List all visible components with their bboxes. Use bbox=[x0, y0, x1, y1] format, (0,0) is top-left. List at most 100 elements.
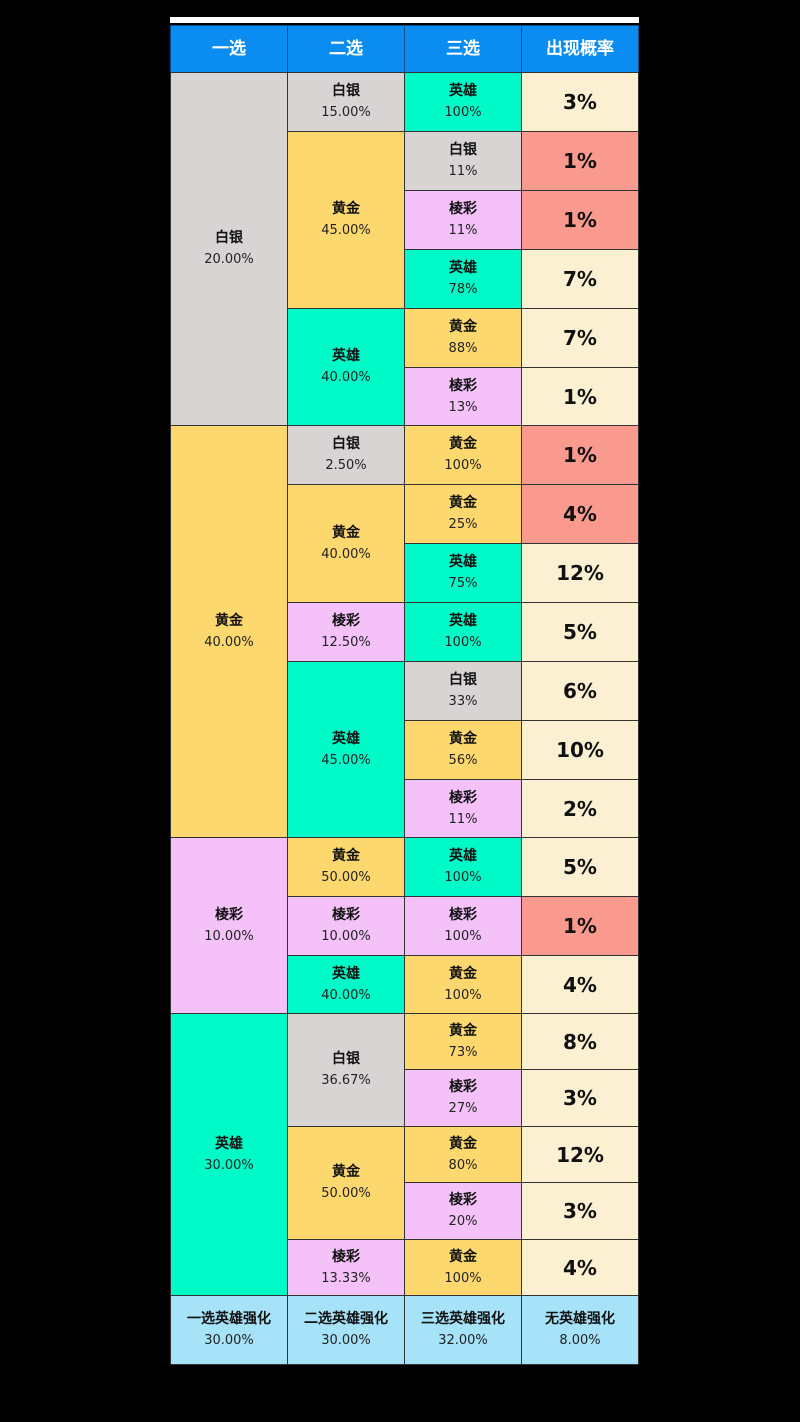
second-pick-pct: 45.00% bbox=[321, 223, 371, 238]
first-pick-silver: 白银 20.00% bbox=[170, 72, 288, 426]
probability-cell: 3% bbox=[521, 1069, 639, 1127]
second-pick-cell: 黄金 50.00% bbox=[287, 837, 405, 897]
third-pick-pct: 13% bbox=[448, 399, 478, 415]
third-pick-name: 英雄 bbox=[449, 260, 477, 276]
footer-pct: 30.00% bbox=[321, 1333, 371, 1348]
header-second-pick: 二选 bbox=[287, 25, 405, 73]
third-pick-cell: 棱彩 20% bbox=[404, 1182, 522, 1240]
second-pick-pct: 50.00% bbox=[321, 1186, 371, 1201]
second-pick-name: 黄金 bbox=[332, 201, 360, 217]
probability-cell: 1% bbox=[521, 190, 639, 250]
probability-cell: 4% bbox=[521, 955, 639, 1014]
probability-cell: 1% bbox=[521, 131, 639, 191]
probability-cell: 5% bbox=[521, 602, 639, 662]
third-pick-name: 英雄 bbox=[449, 613, 477, 629]
second-pick-pct: 10.00% bbox=[321, 929, 371, 944]
third-pick-cell: 英雄 100% bbox=[404, 602, 522, 662]
third-pick-pct: 11% bbox=[448, 223, 478, 238]
probability-cell: 1% bbox=[521, 425, 639, 485]
first-pick-name: 棱彩 bbox=[215, 906, 243, 923]
third-pick-name: 黄金 bbox=[449, 319, 477, 335]
second-pick-cell: 白银 2.50% bbox=[287, 425, 405, 485]
third-pick-cell: 黄金 80% bbox=[404, 1126, 522, 1183]
second-pick-pct: 40.00% bbox=[321, 546, 371, 562]
probability-cell: 10% bbox=[521, 720, 639, 780]
third-pick-pct: 56% bbox=[448, 753, 478, 768]
third-pick-name: 棱彩 bbox=[449, 377, 477, 394]
second-pick-cell: 白银 36.67% bbox=[287, 1013, 405, 1127]
probability-cell: 4% bbox=[521, 484, 639, 544]
second-pick-cell: 棱彩 10.00% bbox=[287, 896, 405, 956]
footer-pct: 30.00% bbox=[204, 1333, 254, 1348]
third-pick-cell: 黄金 100% bbox=[404, 1239, 522, 1296]
third-pick-cell: 黄金 25% bbox=[404, 484, 522, 544]
third-pick-name: 黄金 bbox=[449, 436, 477, 452]
third-pick-cell: 棱彩 11% bbox=[404, 190, 522, 250]
first-pick-pct: 30.00% bbox=[204, 1157, 254, 1173]
third-pick-cell: 黄金 73% bbox=[404, 1013, 522, 1070]
footer-label: 一选英雄强化 bbox=[187, 1311, 271, 1327]
probability-cell: 3% bbox=[521, 1182, 639, 1240]
third-pick-name: 黄金 bbox=[449, 731, 477, 747]
header-first-pick: 一选 bbox=[170, 25, 288, 73]
footer-cell: 一选英雄强化 30.00% bbox=[170, 1295, 288, 1365]
first-pick-hero: 英雄 30.00% bbox=[170, 1013, 288, 1296]
first-pick-pct: 20.00% bbox=[204, 252, 254, 267]
probability-cell: 7% bbox=[521, 249, 639, 309]
third-pick-name: 白银 bbox=[449, 672, 477, 688]
second-pick-name: 英雄 bbox=[332, 730, 360, 747]
probability-cell: 3% bbox=[521, 72, 639, 132]
first-pick-name: 白银 bbox=[215, 230, 243, 246]
third-pick-cell: 英雄 100% bbox=[404, 72, 522, 132]
second-pick-name: 棱彩 bbox=[332, 1248, 360, 1265]
third-pick-cell: 黄金 100% bbox=[404, 955, 522, 1014]
first-pick-name: 黄金 bbox=[215, 612, 243, 629]
third-pick-cell: 黄金 88% bbox=[404, 308, 522, 368]
second-pick-pct: 12.50% bbox=[321, 635, 371, 650]
third-pick-name: 白银 bbox=[449, 142, 477, 158]
third-pick-pct: 75% bbox=[448, 576, 478, 591]
third-pick-name: 英雄 bbox=[449, 848, 477, 864]
first-pick-prism: 棱彩 10.00% bbox=[170, 837, 288, 1014]
second-pick-name: 英雄 bbox=[332, 348, 360, 364]
second-pick-pct: 45.00% bbox=[321, 752, 371, 768]
third-pick-pct: 88% bbox=[448, 341, 478, 356]
second-pick-pct: 15.00% bbox=[321, 105, 371, 120]
third-pick-cell: 白银 11% bbox=[404, 131, 522, 191]
top-strip bbox=[170, 17, 639, 23]
second-pick-name: 英雄 bbox=[332, 965, 360, 982]
third-pick-cell: 英雄 100% bbox=[404, 837, 522, 897]
third-pick-pct: 11% bbox=[448, 811, 478, 827]
second-pick-pct: 13.33% bbox=[321, 1270, 371, 1286]
probability-cell: 2% bbox=[521, 779, 639, 838]
third-pick-pct: 25% bbox=[448, 517, 478, 532]
footer-pct: 8.00% bbox=[559, 1333, 601, 1348]
second-pick-cell: 英雄 45.00% bbox=[287, 661, 405, 838]
third-pick-name: 英雄 bbox=[449, 554, 477, 570]
third-pick-cell: 棱彩 27% bbox=[404, 1069, 522, 1127]
probability-cell: 5% bbox=[521, 837, 639, 897]
footer-cell: 三选英雄强化 32.00% bbox=[404, 1295, 522, 1365]
third-pick-pct: 80% bbox=[448, 1157, 478, 1173]
second-pick-name: 棱彩 bbox=[332, 613, 360, 629]
second-pick-name: 白银 bbox=[332, 436, 360, 452]
third-pick-pct: 100% bbox=[444, 105, 482, 120]
third-pick-pct: 100% bbox=[444, 870, 482, 885]
probability-cell: 4% bbox=[521, 1239, 639, 1296]
third-pick-pct: 73% bbox=[448, 1044, 478, 1060]
footer-pct: 32.00% bbox=[438, 1333, 488, 1348]
probability-cell: 7% bbox=[521, 308, 639, 368]
third-pick-name: 英雄 bbox=[449, 83, 477, 99]
probability-cell: 1% bbox=[521, 896, 639, 956]
probability-cell: 12% bbox=[521, 1126, 639, 1183]
second-pick-pct: 36.67% bbox=[321, 1073, 371, 1088]
second-pick-pct: 50.00% bbox=[321, 870, 371, 885]
third-pick-pct: 20% bbox=[448, 1214, 478, 1229]
second-pick-cell: 黄金 40.00% bbox=[287, 484, 405, 603]
second-pick-cell: 英雄 40.00% bbox=[287, 308, 405, 426]
second-pick-cell: 白银 15.00% bbox=[287, 72, 405, 132]
second-pick-cell: 棱彩 13.33% bbox=[287, 1239, 405, 1296]
third-pick-name: 棱彩 bbox=[449, 1192, 477, 1208]
first-pick-pct: 40.00% bbox=[204, 634, 254, 650]
second-pick-pct: 40.00% bbox=[321, 370, 371, 385]
